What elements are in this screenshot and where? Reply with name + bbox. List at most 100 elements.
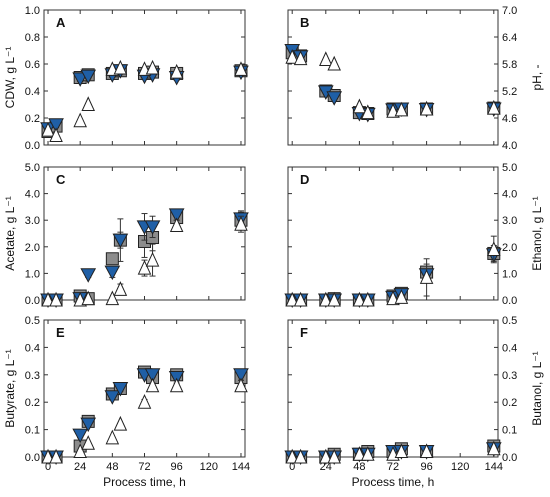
x-tick-label: 72 bbox=[387, 461, 399, 473]
y-tick-label: 3.0 bbox=[502, 215, 517, 227]
data-point-triangle-up bbox=[73, 443, 87, 459]
panel-b-frame bbox=[287, 9, 499, 146]
data-point-triangle-up bbox=[487, 440, 501, 456]
y-tick-label: 0.1 bbox=[502, 425, 517, 437]
panel-e-letter: E bbox=[56, 325, 65, 340]
y-tick-label: 1.0 bbox=[502, 268, 517, 280]
data-point-triangle-up bbox=[419, 443, 434, 459]
data-point-triangle-up bbox=[137, 394, 152, 409]
y-tick-label: 0.4 bbox=[25, 86, 40, 98]
data-point-triangle-up bbox=[352, 98, 367, 114]
x-tick-label: 144 bbox=[485, 461, 503, 473]
data-point-square bbox=[105, 252, 119, 266]
data-point-triangle-down bbox=[326, 91, 343, 106]
y-tick-label: 4.0 bbox=[502, 189, 517, 201]
data-point-triangle-up bbox=[285, 448, 299, 464]
series-triangle-up bbox=[41, 215, 248, 307]
data-point-triangle-down bbox=[72, 72, 89, 87]
x-tick-label: 144 bbox=[232, 461, 250, 473]
series-triangle-up bbox=[285, 235, 501, 307]
data-point-triangle-up bbox=[113, 59, 128, 75]
y-tick-label: 0.8 bbox=[25, 32, 40, 44]
data-point-triangle-up bbox=[234, 215, 248, 231]
data-point-triangle-down bbox=[168, 208, 185, 223]
data-point-triangle-down bbox=[72, 428, 89, 444]
x-tick-label: 48 bbox=[106, 461, 118, 473]
panel-b: B 4.0 4.6 5.2 5.8 6.4 7.0 pH, - bbox=[284, 5, 544, 152]
y-tick-label: 4.0 bbox=[502, 140, 517, 152]
panel-e-frame bbox=[43, 319, 246, 458]
y-tick-label: 0.4 bbox=[502, 342, 517, 354]
x-tick-label: 96 bbox=[420, 461, 432, 473]
y-tick-label: 0.2 bbox=[25, 397, 40, 409]
y-tick-label: 0.2 bbox=[25, 113, 40, 125]
x-tick-label: 48 bbox=[353, 461, 365, 473]
data-point-triangle-down bbox=[144, 368, 161, 383]
y-axis-label: Butyrate, g L⁻¹ bbox=[3, 349, 17, 427]
data-point-triangle-up bbox=[419, 100, 434, 116]
panel-a-letter: A bbox=[56, 15, 66, 30]
data-point-triangle-up bbox=[73, 112, 87, 128]
data-point-triangle-up bbox=[145, 251, 160, 267]
x-axis-label: Process time, h bbox=[103, 475, 186, 489]
data-point-triangle-up bbox=[234, 377, 248, 393]
data-point-triangle-up bbox=[145, 377, 160, 393]
y-tick-label: 0.4 bbox=[25, 342, 40, 354]
y-tick-label: 1.0 bbox=[25, 268, 40, 280]
x-tick-label: 120 bbox=[451, 461, 469, 473]
series-triangle-up bbox=[41, 377, 248, 464]
x-tick-label: 24 bbox=[74, 461, 86, 473]
y-tick-label: 2.0 bbox=[502, 242, 517, 254]
y-axis-label: Acetate, g L⁻¹ bbox=[3, 196, 17, 270]
y-tick-label: 4.6 bbox=[502, 113, 517, 125]
y-tick-label: 0.3 bbox=[502, 370, 517, 382]
y-tick-label: 0.5 bbox=[502, 315, 517, 327]
data-point-triangle-down bbox=[104, 390, 121, 405]
y-tick-label: 0.3 bbox=[25, 370, 40, 382]
data-point-triangle-down bbox=[80, 69, 97, 85]
data-point-triangle-up bbox=[113, 281, 128, 296]
y-tick-label: 5.2 bbox=[502, 86, 517, 98]
data-point-triangle-down bbox=[80, 268, 97, 283]
data-point-triangle-up bbox=[361, 291, 375, 307]
data-point-triangle-up bbox=[41, 121, 55, 137]
data-point-triangle-up bbox=[394, 443, 409, 459]
data-point-triangle-up bbox=[327, 291, 341, 307]
x-tick-label: 0 bbox=[289, 461, 295, 473]
data-point-triangle-up bbox=[293, 448, 308, 464]
data-point-triangle-up bbox=[352, 446, 367, 461]
series-triangle-down bbox=[40, 368, 249, 466]
y-tick-label: 3.0 bbox=[25, 215, 40, 227]
x-tick-label: 120 bbox=[200, 461, 218, 473]
data-point-triangle-up bbox=[327, 55, 341, 71]
x-axis-label: Process time, h bbox=[352, 475, 435, 489]
y-axis-label: CDW, g L⁻¹ bbox=[3, 47, 17, 109]
data-point-triangle-up bbox=[105, 290, 120, 306]
data-point-triangle-up bbox=[319, 448, 333, 464]
data-point-triangle-up bbox=[319, 51, 333, 66]
y-axis-label: pH, - bbox=[530, 64, 544, 90]
y-tick-label: 0.0 bbox=[502, 452, 517, 464]
y-tick-label: 2.0 bbox=[25, 242, 40, 254]
y-tick-label: 5.0 bbox=[502, 162, 517, 174]
x-tick-label: 96 bbox=[171, 461, 183, 473]
data-point-triangle-up bbox=[285, 49, 299, 64]
data-point-triangle-up bbox=[419, 269, 434, 284]
data-point-triangle-up bbox=[81, 290, 96, 306]
data-point-triangle-up bbox=[113, 415, 128, 431]
panel-d: D 0.0 1.0 2.0 3.0 4.0 5.0 Ethanol, g L⁻¹ bbox=[284, 162, 544, 309]
panel-a: A 0.0 0.2 0.4 0.6 0.8 1.0 CDW, g L⁻¹ bbox=[3, 5, 249, 152]
panel-c: C 0.0 1.0 2.0 3.0 4.0 5.0 Acetate, g L⁻¹ bbox=[3, 162, 249, 309]
data-point-triangle-up bbox=[293, 291, 308, 307]
data-point-triangle-down bbox=[112, 382, 129, 397]
data-point-triangle-up bbox=[105, 429, 120, 445]
y-tick-label: 5.0 bbox=[25, 162, 40, 174]
y-tick-label: 0.0 bbox=[502, 295, 517, 307]
data-point-triangle-up bbox=[394, 289, 409, 304]
y-tick-label: 5.8 bbox=[502, 59, 517, 71]
data-point-triangle-up bbox=[352, 291, 367, 307]
y-tick-label: 0.0 bbox=[25, 295, 40, 307]
panel-f-frame bbox=[287, 319, 499, 458]
y-tick-label: 0.0 bbox=[25, 452, 40, 464]
